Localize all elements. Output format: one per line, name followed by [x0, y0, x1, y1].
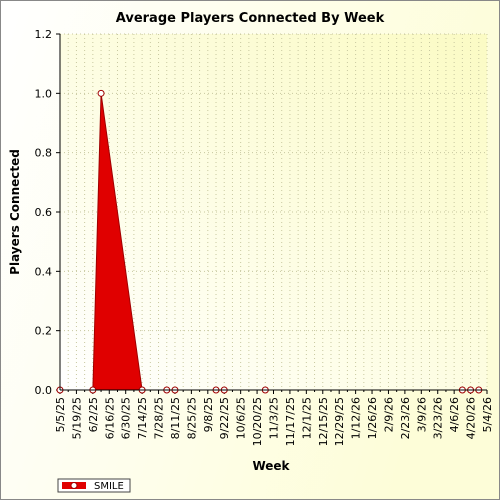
x-tick-label: 3/9/26 — [415, 397, 428, 432]
chart-title: Average Players Connected By Week — [116, 11, 385, 26]
x-tick-label: 11/3/25 — [268, 397, 281, 439]
x-tick-label: 7/14/25 — [136, 397, 149, 439]
y-tick-label: 1.0 — [35, 87, 53, 100]
x-tick-label: 4/20/26 — [465, 397, 478, 439]
x-tick-label: 7/28/25 — [153, 397, 166, 439]
x-tick-label: 12/1/25 — [300, 397, 313, 439]
x-tick-label: 3/23/26 — [432, 397, 445, 439]
x-tick-label: 2/23/26 — [399, 397, 412, 439]
x-tick-label: 5/4/26 — [481, 397, 494, 432]
y-axis-label: Players Connected — [8, 149, 22, 275]
x-tick-label: 1/12/26 — [350, 397, 363, 439]
x-axis-label: Week — [252, 459, 290, 473]
x-tick-label: 8/25/25 — [185, 397, 198, 439]
x-tick-label: 5/5/25 — [54, 397, 67, 432]
y-tick-label: 0.0 — [35, 384, 53, 397]
legend-marker — [70, 482, 78, 489]
y-tick-label: 0.2 — [35, 325, 53, 338]
x-tick-label: 10/6/25 — [235, 397, 248, 439]
x-tick-label: 6/16/25 — [103, 397, 116, 439]
x-tick-label: 4/6/26 — [448, 397, 461, 432]
x-tick-label: 12/29/25 — [333, 397, 346, 446]
x-tick-label: 2/9/26 — [382, 397, 395, 432]
x-tick-label: 12/15/25 — [317, 397, 330, 446]
x-tick-label: 5/19/25 — [70, 397, 83, 439]
y-tick-label: 0.4 — [35, 265, 53, 278]
area — [60, 93, 479, 390]
x-tick-label: 10/20/25 — [251, 397, 264, 446]
x-tick-label: 1/26/26 — [366, 397, 379, 439]
legend-label: SMILE — [94, 481, 124, 492]
y-tick-label: 1.2 — [35, 28, 53, 41]
marker — [97, 89, 105, 97]
y-tick-label: 0.8 — [35, 147, 53, 160]
x-tick-label: 6/30/25 — [120, 397, 133, 439]
x-tick-label: 8/11/25 — [169, 397, 182, 439]
y-tick-label: 0.6 — [35, 206, 53, 219]
x-tick-label: 9/22/25 — [218, 397, 231, 439]
x-tick-label: 11/17/25 — [284, 397, 297, 446]
x-tick-label: 6/2/25 — [87, 397, 100, 432]
x-tick-label: 9/8/25 — [202, 397, 215, 432]
